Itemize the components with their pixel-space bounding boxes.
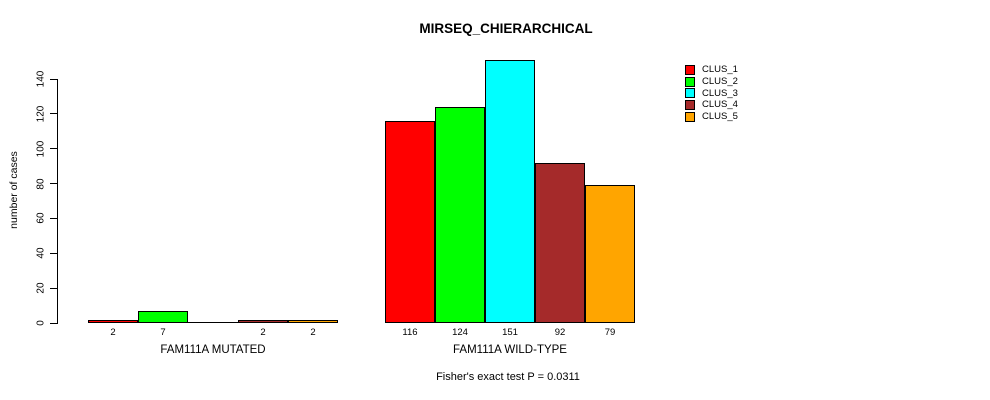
bar [88, 320, 138, 323]
legend-swatch [685, 64, 695, 75]
legend: CLUS_1 CLUS_2 CLUS_3 CLUS_4 CLUS_5 [685, 64, 738, 122]
legend-label: CLUS_3 [702, 87, 738, 99]
y-axis-tick [50, 322, 57, 324]
bar [385, 121, 435, 323]
y-axis-tick [50, 252, 57, 254]
legend-label: CLUS_2 [702, 76, 738, 88]
bar [485, 60, 535, 323]
y-axis-tick-label: 140 [35, 70, 47, 88]
y-axis-tick [50, 183, 57, 185]
legend-swatch [685, 76, 695, 87]
y-axis-tick [50, 148, 57, 150]
y-axis-tick [50, 217, 57, 219]
bar-zero [188, 322, 238, 323]
y-axis-tick-label: 20 [35, 282, 47, 294]
y-axis-tick-label: 120 [35, 105, 47, 123]
legend-swatch [685, 111, 695, 122]
legend-item: CLUS_2 [685, 76, 738, 88]
y-axis-tick [50, 113, 57, 115]
bar [435, 107, 485, 323]
legend-item: CLUS_3 [685, 87, 738, 99]
legend-item: CLUS_4 [685, 99, 738, 111]
y-axis-tick-label: 80 [35, 178, 47, 190]
y-axis-tick-label: 100 [35, 140, 47, 158]
bar-value-label: 79 [604, 327, 616, 338]
y-axis-tick [50, 78, 57, 80]
bar-value-label: 2 [110, 327, 116, 338]
bar-value-label: 2 [260, 327, 266, 338]
bar [238, 320, 288, 323]
legend-label: CLUS_5 [702, 111, 738, 123]
bar [535, 163, 585, 323]
bar-value-label: 92 [554, 327, 566, 338]
y-axis-tick-label: 40 [35, 247, 47, 259]
bar-value-label: 124 [452, 327, 468, 338]
bar [585, 185, 635, 323]
legend-item: CLUS_1 [685, 64, 738, 76]
legend-label: CLUS_1 [702, 64, 738, 76]
y-axis-tick-label: 60 [35, 212, 47, 224]
y-axis-tick [50, 287, 57, 289]
y-axis-tick-label: 0 [35, 320, 47, 326]
bar [138, 311, 188, 323]
legend-swatch [685, 88, 695, 99]
group-label: FAM111A WILD-TYPE [453, 344, 567, 356]
legend-swatch [685, 99, 695, 110]
legend-label: CLUS_4 [702, 99, 738, 111]
bar [288, 320, 338, 323]
bar-value-label: 151 [502, 327, 518, 338]
chart-title: MIRSEQ_CHIERARCHICAL [419, 21, 593, 36]
group-label: FAM111A MUTATED [160, 344, 266, 356]
bar-value-label: 7 [160, 327, 166, 338]
legend-item: CLUS_5 [685, 111, 738, 123]
caption: Fisher's exact test P = 0.0311 [436, 371, 580, 383]
y-axis-line [57, 79, 58, 324]
y-axis-label: number of cases [8, 151, 20, 229]
bar-value-label: 2 [310, 327, 316, 338]
bar-value-label: 116 [402, 327, 418, 338]
